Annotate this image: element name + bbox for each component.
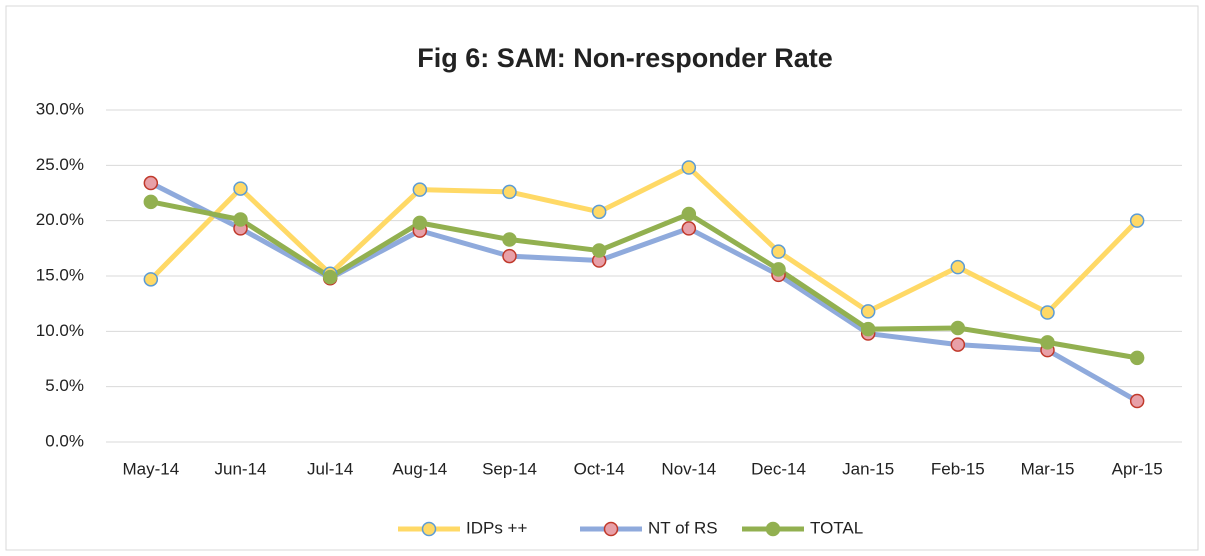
point — [950, 320, 966, 336]
point — [1129, 350, 1145, 366]
chart-title: Fig 6: SAM: Non-responder Rate — [417, 43, 833, 73]
point — [1040, 335, 1055, 350]
point — [502, 232, 517, 247]
x-tick-label: Nov-14 — [661, 459, 716, 478]
point — [771, 244, 786, 259]
point — [950, 259, 966, 275]
x-tick-label: Jan-15 — [842, 459, 894, 478]
x-tick-label: Dec-14 — [751, 459, 806, 478]
legend-marker — [603, 521, 619, 537]
point — [1129, 393, 1145, 409]
x-tick-label: Feb-15 — [931, 459, 985, 478]
series-line — [150, 199, 1138, 361]
point — [1129, 213, 1145, 228]
y-tick-label: 0.0% — [45, 431, 84, 450]
y-tick-label: 10.0% — [36, 321, 84, 340]
series-line — [149, 165, 1139, 316]
point — [681, 206, 697, 222]
point — [502, 248, 517, 264]
y-tick-label: 5.0% — [45, 376, 84, 395]
point — [681, 221, 697, 236]
x-tick-label: May-14 — [122, 459, 179, 478]
point — [233, 181, 248, 196]
point — [143, 272, 159, 287]
x-tick-label: Jun-14 — [215, 459, 267, 478]
y-tick-label: 20.0% — [36, 210, 84, 229]
y-tick-label: 30.0% — [36, 99, 84, 118]
point — [502, 184, 517, 200]
x-tick-label: Jul-14 — [307, 459, 353, 478]
y-tick-label: 25.0% — [36, 155, 84, 174]
chart-border — [5, 5, 1199, 551]
point — [591, 204, 607, 220]
y-tick-label: 15.0% — [36, 265, 84, 284]
point — [1040, 305, 1055, 320]
point — [233, 212, 248, 227]
point — [681, 160, 697, 175]
legend-marker — [765, 521, 781, 537]
point — [771, 262, 786, 277]
legend-label: NT of RS — [648, 518, 718, 537]
x-tick-label: Apr-15 — [1112, 459, 1163, 478]
x-tick-label: Aug-14 — [392, 459, 447, 478]
point — [412, 215, 428, 231]
legend-marker — [421, 521, 437, 537]
x-tick-label: Sep-14 — [482, 459, 537, 478]
x-tick-label: Oct-14 — [574, 459, 625, 478]
point — [950, 337, 966, 352]
point — [860, 321, 876, 337]
legend-label: TOTAL — [810, 518, 863, 537]
point — [143, 175, 159, 191]
legend-label: IDPs ++ — [466, 518, 527, 537]
x-tick-label: Mar-15 — [1021, 459, 1075, 478]
point — [860, 304, 876, 319]
point — [591, 243, 607, 258]
point — [322, 269, 338, 285]
point — [143, 194, 159, 210]
point — [412, 182, 428, 197]
